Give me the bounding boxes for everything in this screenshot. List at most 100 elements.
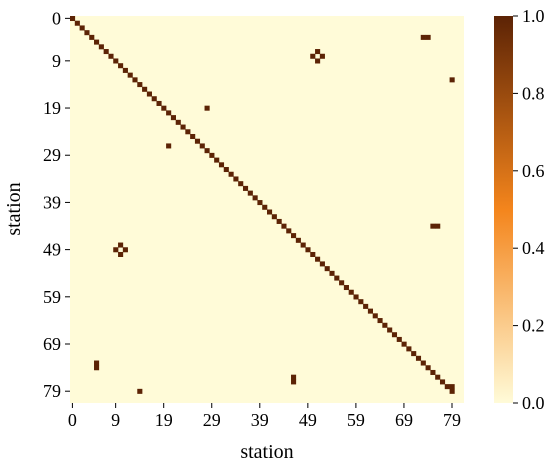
heatmap-cell xyxy=(89,34,95,40)
heatmap-cell xyxy=(103,49,109,55)
heatmap-cell xyxy=(161,105,167,111)
heatmap-cell xyxy=(329,270,335,276)
heatmap-cell xyxy=(449,77,455,83)
heatmap-cell xyxy=(382,322,388,328)
y-tick-label: 0 xyxy=(52,8,61,28)
heatmap-cell xyxy=(449,384,455,390)
heatmap-cell xyxy=(444,384,450,390)
heatmap-cell xyxy=(286,228,292,234)
heatmap-cell xyxy=(430,369,436,375)
x-tick-label: 0 xyxy=(68,410,77,430)
heatmap-cell xyxy=(252,195,258,201)
heatmap-cell xyxy=(70,16,76,22)
heatmap-cell xyxy=(94,360,100,366)
heatmap-cell xyxy=(319,53,325,59)
x-tick-label: 19 xyxy=(155,410,173,430)
heatmap-cell xyxy=(190,133,196,140)
x-tick-label: 59 xyxy=(347,410,365,430)
heatmap-cell xyxy=(218,162,225,168)
heatmap-cell xyxy=(425,34,431,40)
x-tick-label: 9 xyxy=(111,410,120,430)
y-tick-label: 79 xyxy=(43,381,61,401)
y-axis-title: station xyxy=(3,182,25,235)
heatmap-cell xyxy=(214,157,220,163)
heatmap-cell xyxy=(113,247,119,253)
heatmap-cell xyxy=(233,176,239,182)
heatmap-cell xyxy=(343,285,349,291)
heatmap-cell xyxy=(137,82,143,88)
heatmap-cell xyxy=(281,223,287,229)
heatmap-cell xyxy=(334,275,340,281)
heatmap-cell xyxy=(420,360,426,366)
heatmap-cell xyxy=(430,223,436,229)
heatmap-cell xyxy=(348,289,354,295)
heatmap-cell xyxy=(137,388,143,394)
heatmap-cell xyxy=(247,190,253,196)
heatmap-cell xyxy=(170,115,176,121)
heatmap-cell xyxy=(315,58,321,64)
heatmap-cell xyxy=(401,341,407,347)
heatmap-cell xyxy=(142,86,148,92)
heatmap-cells xyxy=(70,16,455,394)
y-tick-label: 49 xyxy=(43,240,61,260)
heatmap-cell xyxy=(363,303,369,309)
heatmap-cell xyxy=(377,318,383,324)
heatmap-cell xyxy=(194,138,201,144)
heatmap-cell xyxy=(238,181,244,187)
heatmap-cell xyxy=(209,152,215,158)
heatmap-cell xyxy=(146,91,152,97)
heatmap-cell xyxy=(367,308,373,314)
heatmap-cell xyxy=(358,299,364,305)
heatmap-cell xyxy=(74,20,80,26)
heatmap-cell xyxy=(122,247,128,253)
heatmap-cell xyxy=(228,171,234,177)
heatmap-cell xyxy=(204,148,210,154)
heatmap-cell xyxy=(353,294,359,300)
heatmap-cell xyxy=(420,34,426,40)
heatmap-cell xyxy=(98,44,104,50)
heatmap-cell xyxy=(271,214,277,220)
heatmap-cell xyxy=(84,30,90,36)
heatmap-cell xyxy=(415,355,422,361)
heatmap-cell xyxy=(262,204,268,210)
heatmap-cell xyxy=(242,185,249,191)
y-axis-ticks: 0 9 19 29 39 49 59 69 79 xyxy=(43,8,70,401)
heatmap-cell xyxy=(94,365,100,371)
heatmap-cell xyxy=(175,119,181,125)
heatmap-cell xyxy=(151,96,157,102)
x-tick-label: 69 xyxy=(395,410,413,430)
heatmap-cell xyxy=(122,67,128,73)
heatmap-cell xyxy=(118,242,124,248)
colorbar-tick-label: 0.8 xyxy=(522,83,545,103)
colorbar-tick-label: 1.0 xyxy=(522,6,545,26)
heatmap-cell xyxy=(391,332,398,338)
heatmap-cell xyxy=(180,124,186,130)
x-tick-label: 79 xyxy=(443,410,461,430)
heatmap-cell xyxy=(310,251,316,257)
heatmap-cell xyxy=(406,346,412,352)
heatmap-cell xyxy=(425,365,431,371)
heatmap-cell xyxy=(295,237,301,243)
heatmap-cell xyxy=(449,388,455,394)
heatmap-cell xyxy=(372,313,378,319)
heatmap-cell xyxy=(396,336,402,342)
heatmap-cell xyxy=(257,200,263,206)
heatmap-cell xyxy=(223,167,229,173)
x-tick-label: 29 xyxy=(203,410,221,430)
heatmap-cell xyxy=(291,379,297,385)
colorbar-tick-label: 0.6 xyxy=(522,161,545,181)
heatmap-cell xyxy=(199,143,205,149)
heatmap-cell xyxy=(324,266,330,272)
heatmap-cell xyxy=(435,374,441,380)
heatmap-cell xyxy=(291,233,297,239)
x-axis-ticks: 0 9 19 29 39 49 59 69 79 xyxy=(68,403,461,430)
x-axis-title: station xyxy=(240,441,293,463)
heatmap-cell xyxy=(411,351,417,357)
heatmap-cell xyxy=(310,53,316,59)
colorbar-tick-label: 0.0 xyxy=(522,393,545,413)
heatmap-cell xyxy=(166,143,172,149)
heatmap-cell xyxy=(315,256,321,262)
x-tick-label: 39 xyxy=(251,410,269,430)
y-tick-label: 19 xyxy=(43,98,61,118)
